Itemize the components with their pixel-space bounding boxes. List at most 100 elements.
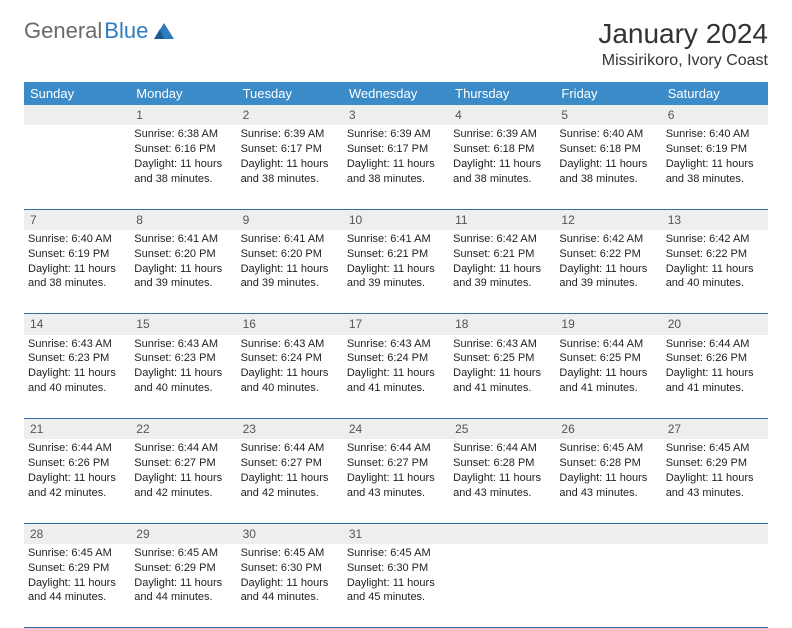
- weekday-header-row: Sunday Monday Tuesday Wednesday Thursday…: [24, 82, 768, 105]
- sunrise-line: Sunrise: 6:40 AM: [28, 232, 126, 247]
- day-data-row: Sunrise: 6:44 AMSunset: 6:26 PMDaylight:…: [24, 439, 768, 523]
- day-number: 25: [449, 419, 555, 440]
- day-cell: Sunrise: 6:38 AMSunset: 6:16 PMDaylight:…: [130, 125, 236, 209]
- day-number-row: 21222324252627: [24, 419, 768, 440]
- day-number: 16: [237, 314, 343, 335]
- sunrise-line: Sunrise: 6:42 AM: [559, 232, 657, 247]
- daylight-line-1: Daylight: 11 hours: [559, 471, 657, 486]
- day-cell: Sunrise: 6:44 AMSunset: 6:26 PMDaylight:…: [24, 439, 130, 523]
- sunrise-line: Sunrise: 6:43 AM: [28, 337, 126, 352]
- weekday-header: Saturday: [662, 82, 768, 105]
- daylight-line-2: and 38 minutes.: [559, 172, 657, 187]
- daylight-line-1: Daylight: 11 hours: [28, 366, 126, 381]
- sunset-line: Sunset: 6:25 PM: [559, 351, 657, 366]
- daylight-line-2: and 39 minutes.: [559, 276, 657, 291]
- day-number: 24: [343, 419, 449, 440]
- sunset-line: Sunset: 6:20 PM: [134, 247, 232, 262]
- sunrise-line: Sunrise: 6:41 AM: [134, 232, 232, 247]
- day-number: [449, 523, 555, 544]
- weekday-header: Wednesday: [343, 82, 449, 105]
- daylight-line-1: Daylight: 11 hours: [666, 157, 764, 172]
- sunset-line: Sunset: 6:18 PM: [453, 142, 551, 157]
- day-number: 31: [343, 523, 449, 544]
- sunset-line: Sunset: 6:18 PM: [559, 142, 657, 157]
- sunset-line: Sunset: 6:19 PM: [666, 142, 764, 157]
- day-cell: Sunrise: 6:44 AMSunset: 6:25 PMDaylight:…: [555, 335, 661, 419]
- day-number: 21: [24, 419, 130, 440]
- daylight-line-1: Daylight: 11 hours: [666, 262, 764, 277]
- sunset-line: Sunset: 6:28 PM: [453, 456, 551, 471]
- day-number: 2: [237, 105, 343, 125]
- day-number: 4: [449, 105, 555, 125]
- daylight-line-1: Daylight: 11 hours: [241, 366, 339, 381]
- daylight-line-1: Daylight: 11 hours: [453, 157, 551, 172]
- daylight-line-1: Daylight: 11 hours: [559, 366, 657, 381]
- daylight-line-2: and 44 minutes.: [134, 590, 232, 605]
- day-cell: [24, 125, 130, 209]
- sunrise-line: Sunrise: 6:45 AM: [241, 546, 339, 561]
- sunrise-line: Sunrise: 6:43 AM: [241, 337, 339, 352]
- sunset-line: Sunset: 6:26 PM: [28, 456, 126, 471]
- sunrise-line: Sunrise: 6:41 AM: [347, 232, 445, 247]
- sunrise-line: Sunrise: 6:44 AM: [28, 441, 126, 456]
- day-data-row: Sunrise: 6:38 AMSunset: 6:16 PMDaylight:…: [24, 125, 768, 209]
- daylight-line-2: and 38 minutes.: [28, 276, 126, 291]
- sunrise-line: Sunrise: 6:41 AM: [241, 232, 339, 247]
- daylight-line-1: Daylight: 11 hours: [134, 157, 232, 172]
- day-number: 22: [130, 419, 236, 440]
- sunset-line: Sunset: 6:17 PM: [241, 142, 339, 157]
- day-number: 5: [555, 105, 661, 125]
- daylight-line-1: Daylight: 11 hours: [241, 576, 339, 591]
- sunrise-line: Sunrise: 6:44 AM: [134, 441, 232, 456]
- day-cell: Sunrise: 6:43 AMSunset: 6:23 PMDaylight:…: [24, 335, 130, 419]
- daylight-line-2: and 43 minutes.: [453, 486, 551, 501]
- sunset-line: Sunset: 6:20 PM: [241, 247, 339, 262]
- day-cell: Sunrise: 6:43 AMSunset: 6:24 PMDaylight:…: [343, 335, 449, 419]
- daylight-line-1: Daylight: 11 hours: [241, 262, 339, 277]
- daylight-line-1: Daylight: 11 hours: [134, 576, 232, 591]
- sunrise-line: Sunrise: 6:44 AM: [559, 337, 657, 352]
- sunset-line: Sunset: 6:24 PM: [241, 351, 339, 366]
- day-number: 15: [130, 314, 236, 335]
- day-number: 6: [662, 105, 768, 125]
- sunset-line: Sunset: 6:30 PM: [241, 561, 339, 576]
- day-number: 30: [237, 523, 343, 544]
- day-cell: Sunrise: 6:42 AMSunset: 6:22 PMDaylight:…: [662, 230, 768, 314]
- day-cell: Sunrise: 6:42 AMSunset: 6:21 PMDaylight:…: [449, 230, 555, 314]
- sunrise-line: Sunrise: 6:42 AM: [453, 232, 551, 247]
- daylight-line-2: and 41 minutes.: [347, 381, 445, 396]
- sunrise-line: Sunrise: 6:42 AM: [666, 232, 764, 247]
- sunset-line: Sunset: 6:30 PM: [347, 561, 445, 576]
- day-number: 23: [237, 419, 343, 440]
- day-number: [24, 105, 130, 125]
- day-cell: Sunrise: 6:43 AMSunset: 6:24 PMDaylight:…: [237, 335, 343, 419]
- daylight-line-2: and 38 minutes.: [666, 172, 764, 187]
- daylight-line-2: and 40 minutes.: [28, 381, 126, 396]
- daylight-line-1: Daylight: 11 hours: [347, 262, 445, 277]
- day-cell: Sunrise: 6:39 AMSunset: 6:17 PMDaylight:…: [237, 125, 343, 209]
- daylight-line-1: Daylight: 11 hours: [134, 262, 232, 277]
- sunrise-line: Sunrise: 6:43 AM: [347, 337, 445, 352]
- daylight-line-1: Daylight: 11 hours: [453, 471, 551, 486]
- weekday-header: Sunday: [24, 82, 130, 105]
- day-cell: Sunrise: 6:42 AMSunset: 6:22 PMDaylight:…: [555, 230, 661, 314]
- daylight-line-1: Daylight: 11 hours: [28, 262, 126, 277]
- sunrise-line: Sunrise: 6:45 AM: [666, 441, 764, 456]
- day-cell: Sunrise: 6:43 AMSunset: 6:23 PMDaylight:…: [130, 335, 236, 419]
- sunrise-line: Sunrise: 6:45 AM: [28, 546, 126, 561]
- day-cell: Sunrise: 6:44 AMSunset: 6:26 PMDaylight:…: [662, 335, 768, 419]
- daylight-line-2: and 41 minutes.: [666, 381, 764, 396]
- day-number: 9: [237, 209, 343, 230]
- day-data-row: Sunrise: 6:40 AMSunset: 6:19 PMDaylight:…: [24, 230, 768, 314]
- sunset-line: Sunset: 6:23 PM: [134, 351, 232, 366]
- day-cell: Sunrise: 6:45 AMSunset: 6:29 PMDaylight:…: [662, 439, 768, 523]
- sunset-line: Sunset: 6:21 PM: [453, 247, 551, 262]
- sunset-line: Sunset: 6:16 PM: [134, 142, 232, 157]
- daylight-line-1: Daylight: 11 hours: [347, 157, 445, 172]
- day-cell: Sunrise: 6:40 AMSunset: 6:19 PMDaylight:…: [662, 125, 768, 209]
- day-cell: Sunrise: 6:44 AMSunset: 6:27 PMDaylight:…: [130, 439, 236, 523]
- sunset-line: Sunset: 6:19 PM: [28, 247, 126, 262]
- sunset-line: Sunset: 6:24 PM: [347, 351, 445, 366]
- daylight-line-1: Daylight: 11 hours: [241, 157, 339, 172]
- sunrise-line: Sunrise: 6:38 AM: [134, 127, 232, 142]
